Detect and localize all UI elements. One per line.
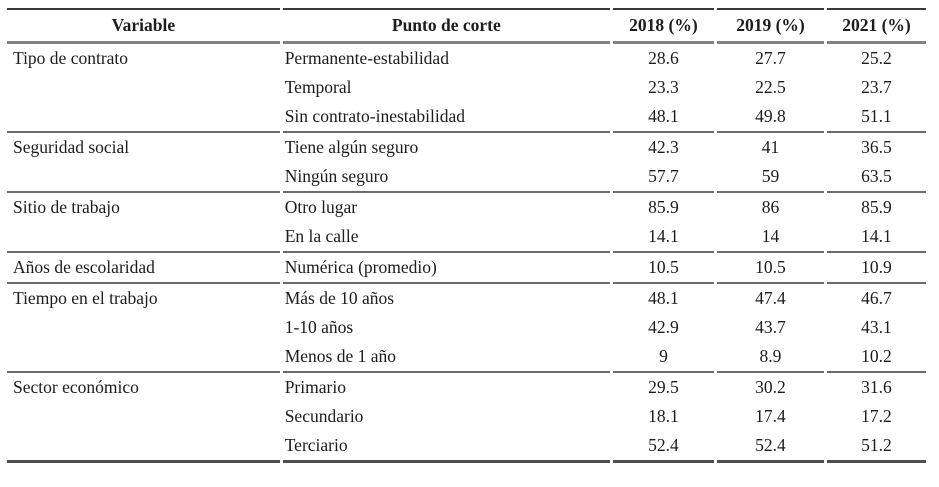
table-row: Menos de 1 año 9 8.9 10.2 xyxy=(7,342,926,371)
cutpoint-cell: Primario xyxy=(282,371,610,402)
value-2019-cell: 86 xyxy=(716,191,824,222)
cutpoint-cell: Terciario xyxy=(282,431,610,463)
value-2019-cell: 14 xyxy=(761,225,780,246)
value-2019-cell: 52.4 xyxy=(716,431,824,463)
table-row: Temporal 23.3 22.5 23.7 xyxy=(7,73,926,102)
value-2019-cell: 22.5 xyxy=(755,76,786,97)
variable-cell xyxy=(7,313,280,342)
value-2019-cell: 41 xyxy=(716,131,824,162)
value-2018-cell: 9 xyxy=(659,345,668,366)
value-2019-cell: 47.4 xyxy=(716,282,824,313)
value-2021-cell: 46.7 xyxy=(826,282,926,313)
value-2019-cell: 30.2 xyxy=(716,371,824,402)
header-2018: 2018 (%) xyxy=(612,8,714,44)
value-2021-cell: 10.9 xyxy=(826,251,926,282)
value-2021-cell: 10.2 xyxy=(861,345,892,366)
cutpoint-cell: Ningún seguro xyxy=(284,165,389,186)
variable-cell: Tiempo en el trabajo xyxy=(7,282,280,313)
variable-cell xyxy=(7,162,280,191)
cutpoint-cell: Más de 10 años xyxy=(282,282,610,313)
value-2021-cell: 51.1 xyxy=(861,105,892,126)
table-header-row: Variable Punto de corte 2018 (%) 2019 (%… xyxy=(7,8,926,44)
value-2019-cell: 27.7 xyxy=(755,47,786,68)
variable-cell xyxy=(7,102,280,131)
cutpoint-cell: Permanente-estabilidad xyxy=(284,47,449,68)
cutpoint-cell: Tiene algún seguro xyxy=(282,131,610,162)
cutpoint-cell: Numérica (promedio) xyxy=(282,251,610,282)
table-row: 1-10 años 42.9 43.7 43.1 xyxy=(7,313,926,342)
table-row: Sitio de trabajo Otro lugar 85.9 86 85.9 xyxy=(7,191,926,222)
value-2021-cell: 17.2 xyxy=(861,405,892,426)
value-2018-cell: 42.3 xyxy=(612,131,714,162)
table-body: Tipo de contrato Permanente-estabilidad 28… xyxy=(7,44,926,463)
data-table: Variable Punto de corte 2018 (%) 2019 (%… xyxy=(4,8,929,463)
value-2018-cell: 48.1 xyxy=(612,282,714,313)
value-2018-cell: 10.5 xyxy=(612,251,714,282)
value-2018-cell: 28.6 xyxy=(648,47,679,68)
table-row: Sector económico Primario 29.5 30.2 31.6 xyxy=(7,371,926,402)
cutpoint-cell: En la calle xyxy=(284,225,359,246)
header-2021: 2021 (%) xyxy=(826,8,926,44)
value-2021-cell: 85.9 xyxy=(826,191,926,222)
variable-cell: Años de escolaridad xyxy=(7,251,280,282)
table-row: Secundario 18.1 17.4 17.2 xyxy=(7,402,926,431)
table-row: En la calle 14.1 14 14.1 xyxy=(7,222,926,251)
variable-cell xyxy=(7,73,280,102)
variable-cell xyxy=(7,222,280,251)
table-row: Tipo de contrato Permanente-estabilidad 28… xyxy=(7,44,926,73)
value-2018-cell: 29.5 xyxy=(612,371,714,402)
table-row: Tiempo en el trabajo Más de 10 años 48.1 47… xyxy=(7,282,926,313)
variable-cell: Sitio de trabajo xyxy=(7,191,280,222)
value-2021-cell: 31.6 xyxy=(826,371,926,402)
value-2021-cell: 14.1 xyxy=(861,225,892,246)
cutpoint-cell: Sin contrato-inestabilidad xyxy=(284,105,466,126)
cutpoint-cell: 1-10 años xyxy=(284,316,354,337)
cutpoint-cell: Secundario xyxy=(284,405,364,426)
value-2021-cell: 23.7 xyxy=(861,76,892,97)
variable-cell xyxy=(7,342,280,371)
value-2018-cell: 23.3 xyxy=(648,76,679,97)
table-row: Ningún seguro 57.7 59 63.5 xyxy=(7,162,926,191)
table-row: Sin contrato-inestabilidad 48.1 49.8 51.1 xyxy=(7,102,926,131)
value-2021-cell: 43.1 xyxy=(861,316,892,337)
value-2018-cell: 14.1 xyxy=(648,225,679,246)
cutpoint-cell: Temporal xyxy=(284,76,352,97)
value-2019-cell: 8.9 xyxy=(759,345,782,366)
value-2018-cell: 85.9 xyxy=(612,191,714,222)
value-2021-cell: 25.2 xyxy=(861,47,892,68)
header-variable: Variable xyxy=(7,8,280,44)
cutpoint-cell: Otro lugar xyxy=(282,191,610,222)
value-2018-cell: 18.1 xyxy=(648,405,679,426)
value-2019-cell: 43.7 xyxy=(755,316,786,337)
value-2021-cell: 36.5 xyxy=(826,131,926,162)
cutpoint-cell: Menos de 1 año xyxy=(284,345,397,366)
value-2021-cell: 63.5 xyxy=(861,165,892,186)
variable-cell: Seguridad social xyxy=(7,131,280,162)
header-2019: 2019 (%) xyxy=(716,8,824,44)
value-2018-cell: 57.7 xyxy=(648,165,679,186)
value-2019-cell: 17.4 xyxy=(755,405,786,426)
value-2019-cell: 49.8 xyxy=(755,105,786,126)
table-row: Terciario 52.4 52.4 51.2 xyxy=(7,431,926,463)
table-row: Seguridad social Tiene algún seguro 42.3 41… xyxy=(7,131,926,162)
paper-table-container: Variable Punto de corte 2018 (%) 2019 (%… xyxy=(4,8,935,463)
value-2019-cell: 10.5 xyxy=(716,251,824,282)
value-2018-cell: 52.4 xyxy=(612,431,714,463)
value-2018-cell: 48.1 xyxy=(648,105,679,126)
value-2019-cell: 59 xyxy=(761,165,780,186)
value-2021-cell: 51.2 xyxy=(826,431,926,463)
variable-cell xyxy=(7,402,280,431)
value-2018-cell: 42.9 xyxy=(648,316,679,337)
header-punto-de-corte: Punto de corte xyxy=(282,8,610,44)
variable-cell: Sector económico xyxy=(7,371,280,402)
variable-cell: Tipo de contrato xyxy=(13,47,129,68)
variable-cell xyxy=(7,431,280,463)
table-row: Años de escolaridad Numérica (promedio) 10… xyxy=(7,251,926,282)
